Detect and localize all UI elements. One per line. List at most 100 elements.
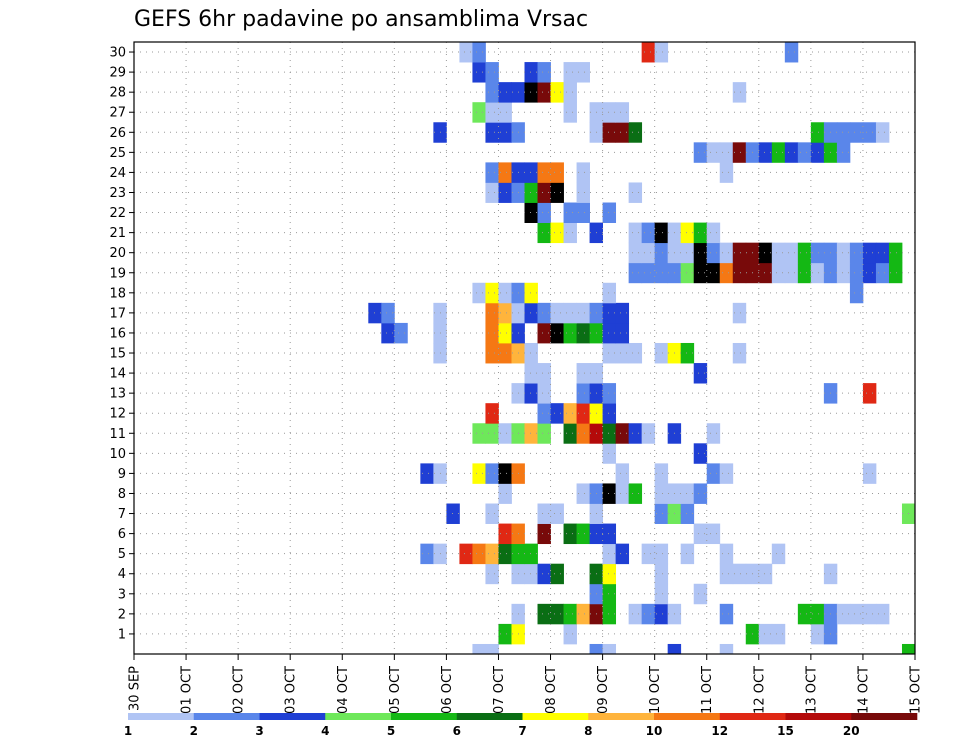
colorbar-label: 10 [646, 724, 663, 738]
heatmap-cell [810, 262, 825, 284]
heatmap-cell [524, 543, 538, 565]
colorbar-label: 20 [843, 724, 860, 738]
heatmap-cell [810, 122, 825, 143]
heatmap-cell [641, 423, 656, 444]
heatmap-cell [693, 222, 708, 244]
heatmap-cell [615, 302, 630, 324]
heatmap-cell [498, 342, 512, 364]
heatmap-cell [849, 262, 864, 284]
heatmap-cell [797, 603, 812, 625]
heatmap-cell [576, 423, 590, 444]
heatmap-cell [472, 543, 486, 565]
heatmap-cell [784, 142, 799, 163]
colorbar-segment [259, 713, 326, 720]
heatmap-cell [563, 423, 577, 444]
heatmap-cell [485, 102, 499, 123]
heatmap-cells [368, 42, 916, 655]
heatmap-cell [563, 82, 577, 103]
heatmap-cell [537, 202, 551, 223]
heatmap-cell [719, 543, 734, 565]
y-tick-label: 6 [118, 527, 126, 542]
x-tick-label: 12 OCT [752, 666, 767, 714]
heatmap-cell [602, 282, 617, 304]
y-tick-label: 12 [109, 407, 126, 422]
y-tick-label: 30 [109, 46, 126, 61]
heatmap-cell [550, 82, 564, 103]
colorbar-label: 3 [255, 724, 263, 738]
heatmap-cell [537, 182, 551, 203]
x-tick-label: 08 OCT [544, 666, 559, 714]
y-tick-label: 1 [118, 627, 126, 642]
heatmap-cell [654, 483, 669, 504]
heatmap-cell [628, 122, 643, 143]
heatmap-cell [784, 242, 799, 264]
heatmap-cell [537, 62, 551, 83]
heatmap-cell [849, 282, 864, 304]
x-tick-label: 13 OCT [804, 666, 819, 714]
heatmap-cell [628, 603, 643, 625]
heatmap-cell [628, 342, 643, 364]
heatmap-cell [576, 202, 590, 223]
heatmap-cell [654, 463, 669, 484]
heatmap-cell [693, 583, 708, 605]
heatmap-cell [472, 423, 486, 444]
heatmap-cell [524, 363, 538, 384]
heatmap-cell [615, 322, 630, 344]
heatmap-cell [563, 623, 577, 645]
colorbar-segment [325, 713, 392, 720]
heatmap-cell [719, 563, 734, 585]
heatmap-cell [862, 603, 877, 625]
heatmap-cell [563, 302, 577, 324]
heatmap-cell [641, 42, 656, 63]
x-axis: 30 SEP 01 OCT 02 OCT 03 OCT 04 OCT 05 OCT 06 O… [128, 654, 924, 714]
heatmap-cell [836, 262, 851, 284]
heatmap-cell [485, 463, 499, 484]
heatmap-cell [563, 102, 577, 123]
y-tick-label: 28 [109, 86, 126, 101]
heatmap-cell [550, 302, 564, 324]
heatmap-cell [563, 222, 577, 244]
heatmap-cell [602, 543, 617, 565]
heatmap-cell [524, 423, 538, 444]
y-tick-label: 16 [109, 326, 126, 341]
heatmap-cell [706, 242, 721, 264]
heatmap-cell [771, 242, 786, 264]
heatmap-cell [485, 302, 499, 324]
heatmap-cell [758, 563, 773, 585]
colorbar-segment [785, 713, 852, 720]
x-tick-label: 05 OCT [388, 666, 403, 714]
heatmap-cell [485, 122, 499, 143]
heatmap-cell [576, 603, 590, 625]
heatmap-cell [732, 82, 747, 103]
heatmap-cell [797, 242, 812, 264]
heatmap-cell [485, 282, 499, 304]
heatmap-cell [537, 403, 551, 424]
heatmap-cell [498, 302, 512, 324]
heatmap-cell [602, 202, 617, 223]
heatmap-cell [654, 42, 669, 63]
heatmap-cell [498, 523, 512, 545]
colorbar-label: 8 [584, 724, 592, 738]
y-tick-label: 17 [109, 306, 126, 321]
y-tick-label: 24 [109, 166, 126, 181]
heatmap-cell [797, 262, 812, 284]
y-tick-label: 8 [118, 487, 126, 502]
heatmap-cell [524, 563, 538, 585]
y-tick-label: 9 [118, 467, 126, 482]
heatmap-cell [485, 82, 499, 103]
y-tick-label: 3 [118, 587, 126, 602]
heatmap-cell [537, 222, 551, 244]
heatmap-cell [563, 523, 577, 545]
heatmap-cell [498, 483, 512, 504]
heatmap-cell [563, 403, 577, 424]
heatmap-cell [862, 122, 877, 143]
heatmap-cell [758, 262, 773, 284]
colorbar: 1 2 3 4 5 6 7 8 10 12 15 20 [124, 713, 918, 738]
colorbar-segment [851, 713, 918, 720]
heatmap-cell [524, 282, 538, 304]
heatmap-cell [732, 142, 747, 163]
heatmap-cell [641, 543, 656, 565]
colorbar-label: 1 [124, 724, 132, 738]
y-tick-label: 20 [109, 246, 126, 261]
heatmap-cell [394, 322, 408, 344]
